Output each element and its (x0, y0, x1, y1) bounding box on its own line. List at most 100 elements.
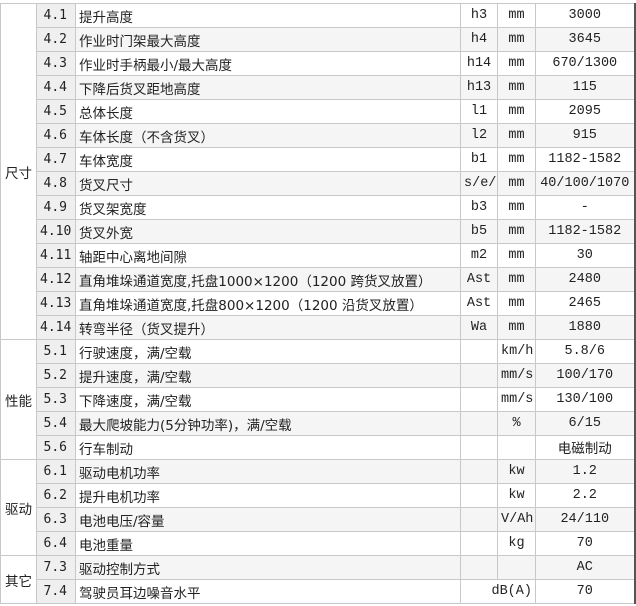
table-row: 4.10 货叉外宽 b5 mm 1182-1582 (1, 219, 635, 244)
item-value: 24/110 (535, 507, 635, 532)
item-unit: mm (497, 243, 536, 268)
item-description: 行车制动 (75, 435, 461, 460)
item-symbol: b1 (460, 147, 498, 172)
table-row: 4.7 车体宽度 b1 mm 1182-1582 (1, 147, 635, 172)
item-description: 车体长度（不含货叉） (75, 123, 461, 148)
item-number: 6.3 (36, 507, 76, 532)
item-symbol (460, 531, 498, 556)
item-unit: mm (497, 171, 536, 196)
item-description: 提升电机功率 (75, 483, 461, 508)
item-value: 5.8/6 (535, 339, 635, 364)
item-value: 30 (535, 243, 635, 268)
item-value: 130/100 (535, 387, 635, 412)
item-value: 1.2 (535, 459, 635, 484)
item-symbol: l2 (460, 123, 498, 148)
item-value: 电磁制动 (535, 435, 635, 460)
item-unit: mm (497, 315, 536, 340)
item-description: 货叉架宽度 (75, 195, 461, 220)
item-value: 915 (535, 123, 635, 148)
table-row: 4.13 直角堆垛通道宽度,托盘800×1200（1200 沿货叉放置） Ast mm… (1, 291, 635, 316)
item-unit: mm (497, 3, 536, 28)
item-value: 1182-1582 (535, 147, 635, 172)
table-row: 7.4 驾驶员耳边噪音水平 dB(A) 70 (1, 579, 635, 604)
item-number: 4.7 (36, 147, 76, 172)
item-number: 4.6 (36, 123, 76, 148)
item-description: 下降速度，满/空载 (75, 387, 461, 412)
item-description: 电池重量 (75, 531, 461, 556)
item-number: 5.4 (36, 411, 76, 436)
item-value: 1182-1582 (535, 219, 635, 244)
item-symbol (460, 339, 498, 364)
table-row: 4.14 转弯半径（货叉提升） Wa mm 1880 (1, 315, 635, 340)
item-number: 4.9 (36, 195, 76, 220)
item-symbol: h14 (460, 51, 498, 76)
item-number: 7.3 (36, 555, 76, 580)
item-number: 4.4 (36, 75, 76, 100)
item-number: 4.1 (36, 3, 76, 28)
item-description: 轴距中心离地间隙 (75, 243, 461, 268)
item-description: 货叉外宽 (75, 219, 461, 244)
item-unit: mm (497, 219, 536, 244)
item-number: 4.11 (36, 243, 76, 268)
item-symbol (460, 387, 498, 412)
item-description: 行驶速度，满/空载 (75, 339, 461, 364)
item-symbol (460, 363, 498, 388)
item-value: AC (535, 555, 635, 580)
item-value: 1880 (535, 315, 635, 340)
item-description: 作业时手柄最小/最大高度 (75, 51, 461, 76)
item-value: 70 (535, 579, 635, 604)
item-unit: mm (497, 51, 536, 76)
item-description: 电池电压/容量 (75, 507, 461, 532)
item-number: 4.13 (36, 291, 76, 316)
item-description: 提升高度 (75, 3, 461, 28)
item-unit: mm/s (497, 387, 536, 412)
item-symbol (460, 435, 498, 460)
item-number: 6.4 (36, 531, 76, 556)
category-cell: 性能 (0, 339, 37, 460)
item-symbol: h3 (460, 3, 498, 28)
item-number: 5.1 (36, 339, 76, 364)
item-symbol: h4 (460, 27, 498, 52)
item-description: 驾驶员耳边噪音水平 (75, 579, 461, 604)
item-value: 670/1300 (535, 51, 635, 76)
table-row: 6.3 电池电压/容量 V/Ah 24/110 (1, 507, 635, 532)
item-symbol: Ast (460, 267, 498, 292)
item-description: 转弯半径（货叉提升） (75, 315, 461, 340)
item-unit: mm (497, 147, 536, 172)
item-value: 3645 (535, 27, 635, 52)
item-unit: mm/s (497, 363, 536, 388)
item-symbol: Ast (460, 291, 498, 316)
item-description: 车体宽度 (75, 147, 461, 172)
item-number: 7.4 (36, 579, 76, 604)
item-number: 5.3 (36, 387, 76, 412)
item-unit: mm (497, 291, 536, 316)
table-row: 驱动 6.1 驱动电机功率 kw 1.2 (0, 459, 635, 556)
item-value: 2095 (535, 99, 635, 124)
item-number: 5.2 (36, 363, 76, 388)
table-row: 其它 7.3 驱动控制方式 AC (0, 555, 635, 604)
item-symbol: Wa (460, 315, 498, 340)
item-unit: mm (497, 99, 536, 124)
item-symbol: m2 (460, 243, 498, 268)
item-description: 提升速度，满/空载 (75, 363, 461, 388)
item-number: 4.10 (36, 219, 76, 244)
item-description: 驱动控制方式 (75, 555, 461, 580)
table-row: 4.9 货叉架宽度 b3 mm - (1, 195, 635, 220)
table-row: 尺寸 4.1 提升高度 h3 mm 3000 (0, 3, 635, 340)
item-unit: kw (497, 459, 536, 484)
item-description: 作业时门架最大高度 (75, 27, 461, 52)
item-value: 100/170 (535, 363, 635, 388)
item-unit (497, 435, 536, 460)
item-symbol: l1 (460, 99, 498, 124)
table-row: 4.11 轴距中心离地间隙 m2 mm 30 (1, 243, 635, 268)
item-description: 最大爬坡能力(5分钟功率)，满/空载 (75, 411, 461, 436)
item-value: 6/15 (535, 411, 635, 436)
item-number: 4.8 (36, 171, 76, 196)
item-unit: mm (497, 267, 536, 292)
item-unit: kg (497, 531, 536, 556)
table-row: 4.2 作业时门架最大高度 h4 mm 3645 (1, 27, 635, 52)
item-value: - (535, 195, 635, 220)
table-row: 4.12 直角堆垛通道宽度,托盘1000×1200（1200 跨货叉放置） Ast m… (1, 267, 635, 292)
item-unit: kw (497, 483, 536, 508)
